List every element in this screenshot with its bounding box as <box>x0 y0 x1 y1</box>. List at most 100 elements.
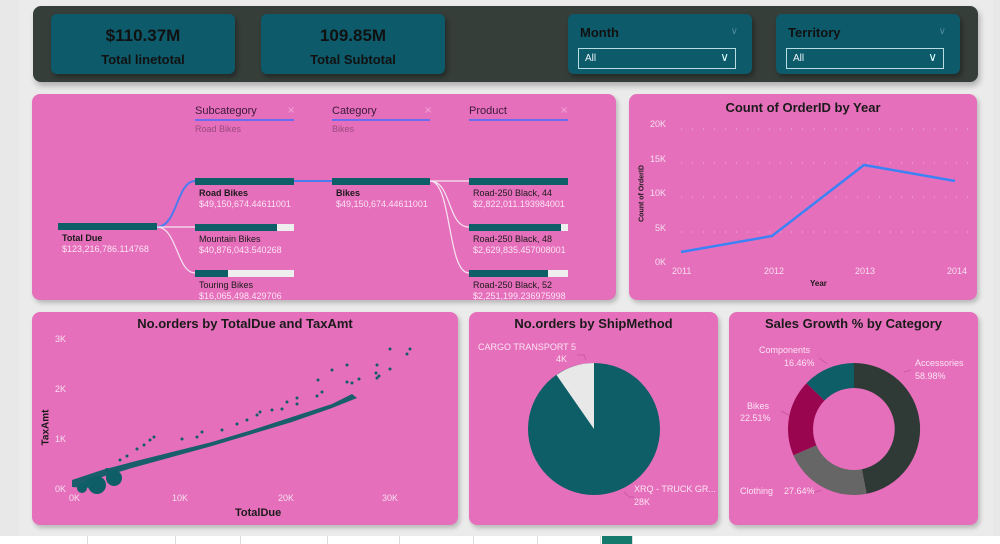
donut-plot <box>780 357 921 496</box>
tree-node-value: $2,251,199.236975998 <box>473 291 566 300</box>
tree-node-value: $2,629,835.457008001 <box>473 245 566 255</box>
line-plot <box>680 128 969 254</box>
territory-dropdown[interactable]: All ∨ <box>786 48 944 69</box>
y-tick: 20K <box>650 119 667 129</box>
level-header-subcategory: Subcategory <box>195 105 257 117</box>
page-tabs <box>0 536 1000 544</box>
line-series <box>680 163 956 254</box>
close-icon[interactable]: × <box>560 105 569 116</box>
scatter-chart-card: No.orders by TotalDue and TaxAmt 3K 2K 1… <box>32 312 458 525</box>
page-tab[interactable] <box>242 536 328 544</box>
page-tab[interactable] <box>401 536 474 544</box>
tree-node-name: Total Due <box>62 233 103 243</box>
x-tick: 10K <box>172 493 189 503</box>
tree-node-value: $49,150,674.44611001 <box>199 199 291 209</box>
dropdown-value: All <box>585 53 597 64</box>
scatter-plot <box>72 347 412 494</box>
level-header-product: Product <box>469 105 507 117</box>
x-tick: 2013 <box>855 266 876 276</box>
donut-label-value: 58.98% <box>915 371 946 381</box>
slicer-title: Month <box>580 25 619 40</box>
level-selected: Road Bikes <box>195 124 242 134</box>
page-tab-active[interactable] <box>602 536 633 544</box>
line-chart-card: Count of OrderID by Year 20K 15K 10K 5K … <box>629 94 977 300</box>
tree-node-name: Road-250 Black, 52 <box>473 280 553 290</box>
pie-label-name: CARGO TRANSPORT 5 <box>478 342 577 352</box>
pie-plot <box>528 354 660 498</box>
kpi-value: $110.37M <box>105 26 181 45</box>
tree-node-name: Road Bikes <box>199 188 249 198</box>
month-slicer: Month ∨ All ∨ <box>568 14 752 74</box>
tree-node-bar[interactable] <box>469 270 568 277</box>
donut-label-value: 22.51% <box>740 413 771 423</box>
tree-node-bar[interactable] <box>58 223 157 230</box>
tree-node-bar[interactable] <box>332 178 430 185</box>
chevron-down-icon[interactable]: ∨ <box>938 26 946 37</box>
x-tick: 2012 <box>764 266 785 276</box>
chevron-down-icon: ∨ <box>928 50 937 64</box>
page-tab[interactable] <box>475 536 538 544</box>
close-icon[interactable]: × <box>287 105 296 116</box>
donut-label-value: 27.64% <box>784 486 815 496</box>
tree-node-bar[interactable] <box>469 178 568 185</box>
y-tick: 10K <box>650 188 667 198</box>
tree-node-name: Touring Bikes <box>199 280 254 290</box>
tree-node-value: $49,150,674.44611001 <box>336 199 428 209</box>
y-tick: 5K <box>655 223 667 233</box>
x-tick: 2011 <box>672 266 692 276</box>
donut-label-name: Components <box>759 345 811 355</box>
slicer-title: Territory <box>788 25 841 40</box>
chart-title: No.orders by TotalDue and TaxAmt <box>137 316 353 331</box>
chart-title: No.orders by ShipMethod <box>514 316 673 331</box>
x-tick: 0K <box>69 493 81 503</box>
territory-slicer: Territory ∨ All ∨ <box>776 14 960 74</box>
pie-chart-card: No.orders by ShipMethod CARGO TRANSPORT … <box>469 312 718 525</box>
level-underline <box>469 119 568 121</box>
header-bar: $110.37M Total linetotal 109.85M Total S… <box>33 6 978 82</box>
x-tick: 20K <box>278 493 295 503</box>
donut-label-value: 16.46% <box>784 358 815 368</box>
y-tick: 15K <box>650 154 667 164</box>
tree-node-value: $123,216,786.114768 <box>62 244 149 254</box>
x-axis-label: Year <box>810 279 827 288</box>
tree-node-name: Mountain Bikes <box>199 234 261 244</box>
tree-node-bar[interactable] <box>195 270 294 277</box>
tree-connectors <box>156 180 470 274</box>
x-tick: 2014 <box>947 266 968 276</box>
kpi-label: Total linetotal <box>101 52 185 67</box>
chart-title: Sales Growth % by Category <box>765 316 942 331</box>
page-tab[interactable] <box>329 536 400 544</box>
page-tab[interactable] <box>539 536 601 544</box>
x-tick: 30K <box>382 493 399 503</box>
page-tab[interactable] <box>30 536 88 544</box>
tree-node-name: Road-250 Black, 48 <box>473 234 553 244</box>
x-axis-label: TotalDue <box>235 507 282 519</box>
dropdown-value: All <box>793 53 805 64</box>
pie-label-value: 4K <box>556 354 568 364</box>
chevron-down-icon[interactable]: ∨ <box>730 26 738 37</box>
tree-node-bar[interactable] <box>195 224 294 231</box>
kpi-card-total-linetotal: $110.37M Total linetotal <box>51 14 235 74</box>
page-tab[interactable] <box>177 536 241 544</box>
tree-node-bar[interactable] <box>469 224 568 231</box>
level-header-category: Category <box>332 105 377 117</box>
donut-label-name: Clothing <box>740 486 774 496</box>
close-icon[interactable]: × <box>424 105 433 116</box>
pie-slice-cargo <box>556 363 594 429</box>
y-tick: 0K <box>55 484 67 494</box>
level-selected: Bikes <box>332 124 355 134</box>
page-tab[interactable] <box>89 536 176 544</box>
tree-node-value: $16,065,498.429706 <box>199 291 282 300</box>
tree-node-name: Bikes <box>336 188 361 198</box>
y-tick: 2K <box>55 384 67 394</box>
pie-label-value: 28K <box>634 497 651 507</box>
month-dropdown[interactable]: All ∨ <box>578 48 736 69</box>
pie-label-name: XRQ - TRUCK GR... <box>634 484 716 494</box>
chevron-down-icon: ∨ <box>720 50 729 64</box>
tree-node-bar[interactable] <box>195 178 294 185</box>
kpi-value: 109.85M <box>319 26 387 45</box>
y-tick: 3K <box>55 334 67 344</box>
donut-label-name: Accessories <box>915 358 964 368</box>
level-underline <box>332 119 430 121</box>
kpi-label: Total Subtotal <box>310 52 396 67</box>
